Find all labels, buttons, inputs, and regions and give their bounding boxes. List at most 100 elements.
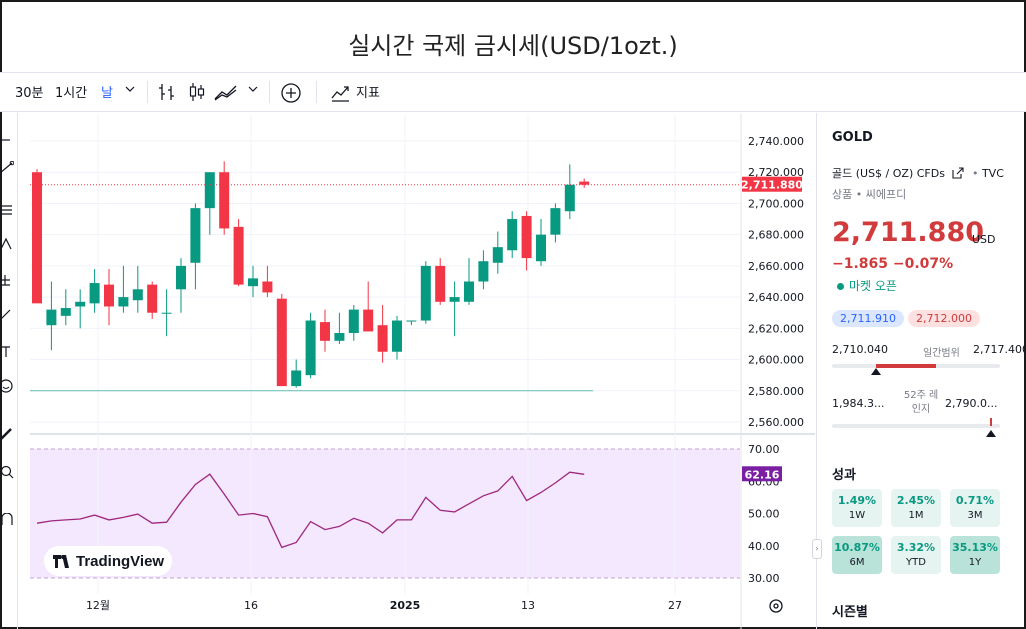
collapse-panel-button[interactable]: › xyxy=(812,539,822,559)
prediction-icon[interactable] xyxy=(0,273,14,287)
ruler-icon[interactable] xyxy=(0,427,14,441)
bars-style-icon[interactable] xyxy=(158,82,176,106)
52w-range-current-tick xyxy=(989,418,992,426)
candle-body[interactable] xyxy=(32,172,42,304)
market-status: 마켓 오픈 xyxy=(837,277,897,294)
symbol-ticker[interactable]: GOLD xyxy=(832,130,873,145)
interval-day-button[interactable]: 날 xyxy=(101,86,113,101)
exchange-name[interactable]: TVC xyxy=(981,167,1004,180)
text-tool-icon[interactable] xyxy=(0,345,14,359)
rsi-line[interactable] xyxy=(36,471,585,549)
candle-body[interactable] xyxy=(132,289,143,301)
candle-body[interactable] xyxy=(190,208,201,263)
candle-body[interactable] xyxy=(478,261,489,282)
external-link-icon[interactable] xyxy=(952,167,965,179)
indicators-icon[interactable] xyxy=(330,82,350,106)
last-price-badge xyxy=(742,176,802,192)
52w-range-high: 2,790.0... xyxy=(945,397,998,410)
zoom-icon[interactable] xyxy=(0,465,14,479)
candle-body[interactable] xyxy=(579,181,590,185)
pattern-icon[interactable] xyxy=(0,237,14,251)
perf-1y[interactable]: 35.13% 1Y xyxy=(950,536,1000,574)
candles-style-icon[interactable] xyxy=(188,82,206,106)
fib-retracement-icon[interactable] xyxy=(0,203,14,217)
candle-body[interactable] xyxy=(233,226,244,285)
day-range-marker-icon xyxy=(870,368,881,375)
drawing-toolbar xyxy=(0,113,18,629)
perf-6m[interactable]: 10.87% 6M xyxy=(832,536,882,574)
magnet-icon[interactable] xyxy=(0,513,14,527)
indicators-button[interactable]: 지표 xyxy=(356,86,380,101)
perf-1m[interactable]: 2.45% 1M xyxy=(891,489,941,527)
compare-add-icon[interactable] xyxy=(280,82,302,108)
day-range-high: 2,717.400 xyxy=(973,343,1026,356)
price-axis-label: 2,680.000 xyxy=(748,229,804,242)
last-price: 2,711.880 xyxy=(832,217,985,248)
rsi-value-badge xyxy=(742,466,782,482)
candle-body[interactable] xyxy=(536,234,546,262)
candle-body[interactable] xyxy=(176,265,186,290)
price-chart[interactable]: 12월 16 2025 13 27 2,740.000 2,720.000 2,700.000… xyxy=(30,114,815,629)
day-range-bar xyxy=(832,364,1000,375)
candle-body[interactable] xyxy=(320,322,330,341)
candle-body[interactable] xyxy=(492,247,503,263)
interval-30m-button[interactable]: 30분 xyxy=(15,86,44,101)
chart-area[interactable]: 12월 16 2025 13 27 2,740.000 2,720.000 2,700.000… xyxy=(30,114,815,629)
perf-ytd[interactable]: 3.32% YTD xyxy=(891,536,941,574)
candle-body[interactable] xyxy=(449,297,460,302)
candle-body[interactable] xyxy=(334,333,345,341)
candle-body[interactable] xyxy=(248,278,258,287)
candle-body[interactable] xyxy=(219,172,230,229)
candle-body[interactable] xyxy=(147,284,158,313)
candle-body[interactable] xyxy=(118,297,129,307)
time-axis-label: 13 xyxy=(521,599,535,612)
candle-body[interactable] xyxy=(348,309,359,334)
candle-body[interactable] xyxy=(89,283,100,304)
crosshair-icon[interactable] xyxy=(0,133,14,147)
candle-body[interactable] xyxy=(406,320,417,322)
candle-body[interactable] xyxy=(104,284,114,307)
toolbar-divider xyxy=(269,81,270,103)
price-axis-label: 2,620.000 xyxy=(748,322,804,335)
52w-range-marker-icon xyxy=(985,430,996,437)
perf-3m[interactable]: 0.71% 3M xyxy=(950,489,1000,527)
page-title: 실시간 국제 금시세(USD/1ozt.) xyxy=(348,32,678,60)
candle-body[interactable] xyxy=(550,208,561,235)
candle-body[interactable] xyxy=(435,265,446,302)
time-axis-label: 12월 xyxy=(86,599,110,612)
candle-body[interactable] xyxy=(507,219,518,251)
perf-value: 1.49% xyxy=(837,494,877,507)
candle-body[interactable] xyxy=(377,325,388,352)
candle-body[interactable] xyxy=(521,215,532,259)
candle-body[interactable] xyxy=(420,265,431,321)
interval-1h-button[interactable]: 1시간 xyxy=(55,86,88,101)
price-axis-label: 2,560.000 xyxy=(748,416,804,429)
candle-body[interactable] xyxy=(276,298,287,387)
emoji-icon[interactable] xyxy=(0,379,14,393)
perf-label: 3M xyxy=(967,510,983,521)
axes-layer: 12월 16 2025 13 27 2,740.000 2,720.000 2,700.000… xyxy=(86,135,804,612)
chart-type-dropdown-icon[interactable] xyxy=(248,83,258,98)
candle-body[interactable] xyxy=(363,309,374,332)
trend-line-icon[interactable] xyxy=(0,161,14,175)
interval-dropdown-icon[interactable] xyxy=(125,83,135,98)
brush-icon[interactable] xyxy=(0,307,14,321)
candle-body[interactable] xyxy=(464,281,474,302)
area-style-icon[interactable] xyxy=(214,83,238,105)
candle-body[interactable] xyxy=(392,320,402,352)
day-range-label: 일간범위 xyxy=(923,348,960,359)
chart-toolbar: 30분 1시간 날 지표 xyxy=(0,72,1026,112)
candle-body[interactable] xyxy=(75,301,86,307)
perf-1w[interactable]: 1.49% 1W xyxy=(832,489,882,527)
price-change: −1.865 −0.07% xyxy=(832,256,954,272)
candle-body[interactable] xyxy=(161,312,172,314)
chart-settings-icon[interactable] xyxy=(769,599,783,613)
candle-body[interactable] xyxy=(564,184,575,212)
candle-body[interactable] xyxy=(60,308,71,316)
tradingview-logo[interactable]: TradingView xyxy=(44,546,172,576)
candle-body[interactable] xyxy=(291,370,302,387)
candle-body[interactable] xyxy=(262,281,273,293)
candle-body[interactable] xyxy=(305,320,316,376)
candle-body[interactable] xyxy=(204,172,215,209)
candle-body[interactable] xyxy=(46,309,57,326)
